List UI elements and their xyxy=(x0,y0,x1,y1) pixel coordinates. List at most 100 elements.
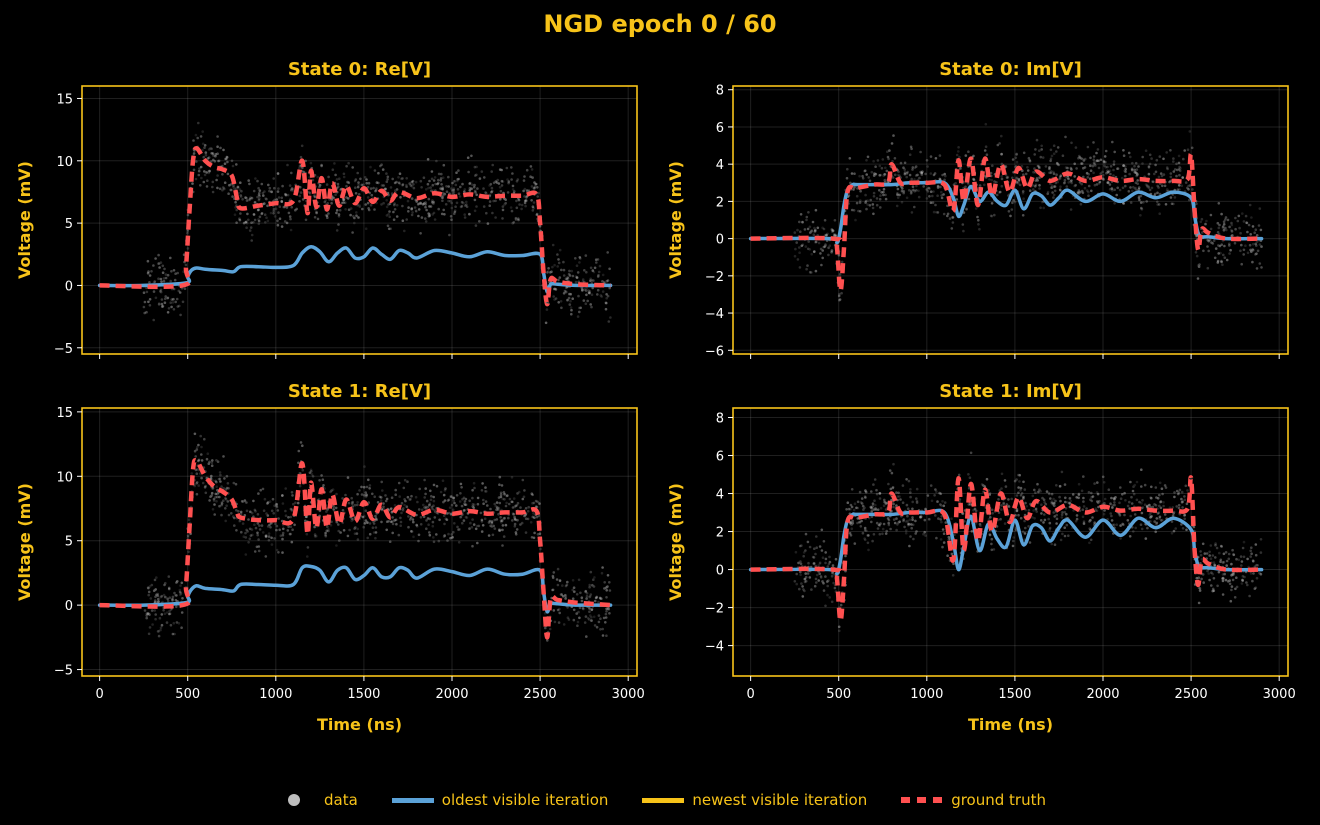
data-point xyxy=(455,171,458,174)
data-point xyxy=(974,509,978,513)
data-point xyxy=(1049,157,1053,161)
data-point xyxy=(570,269,574,273)
data-point xyxy=(908,518,912,521)
data-point xyxy=(1156,184,1159,188)
data-point xyxy=(962,229,965,233)
data-point xyxy=(412,535,415,539)
data-point xyxy=(870,490,873,493)
data-point xyxy=(247,179,250,182)
y-tick-label: −6 xyxy=(705,344,724,359)
data-point xyxy=(405,185,408,189)
data-point xyxy=(281,531,285,535)
data-point xyxy=(507,181,510,185)
data-point xyxy=(1149,512,1152,515)
data-point xyxy=(332,196,335,200)
data-point xyxy=(1012,539,1015,543)
data-point xyxy=(385,520,389,523)
data-point xyxy=(236,186,240,189)
data-point xyxy=(584,289,588,292)
data-point xyxy=(883,173,887,176)
data-point xyxy=(443,499,447,502)
data-point xyxy=(896,495,900,498)
data-point xyxy=(1259,228,1263,232)
data-point xyxy=(1148,162,1152,166)
data-point xyxy=(1221,573,1225,576)
data-point xyxy=(1087,194,1090,197)
data-point xyxy=(566,276,569,279)
data-point xyxy=(508,497,512,501)
data-point xyxy=(1012,199,1015,202)
data-point xyxy=(599,617,602,620)
data-point xyxy=(991,164,994,167)
data-point xyxy=(905,478,908,481)
data-point xyxy=(367,501,371,504)
data-point xyxy=(849,181,852,185)
data-point xyxy=(476,502,480,506)
data-point xyxy=(298,166,301,170)
data-point xyxy=(597,270,601,274)
data-point xyxy=(915,497,918,500)
data-point xyxy=(344,493,347,497)
data-point xyxy=(398,182,402,186)
data-point xyxy=(204,153,208,157)
data-point xyxy=(885,529,888,533)
data-point xyxy=(896,187,900,191)
data-point xyxy=(590,616,593,619)
data-point xyxy=(320,163,323,167)
data-point xyxy=(211,190,215,194)
data-point xyxy=(1056,163,1060,166)
data-point xyxy=(1022,480,1025,484)
data-point xyxy=(1055,150,1058,153)
data-point xyxy=(553,287,556,291)
data-point xyxy=(1224,551,1228,554)
y-tick-label: 6 xyxy=(716,450,724,465)
data-point xyxy=(214,154,217,158)
data-point xyxy=(1251,559,1255,562)
data-point xyxy=(1034,508,1038,511)
data-point xyxy=(568,292,571,296)
data-point xyxy=(273,215,277,218)
data-point xyxy=(585,286,588,290)
data-point xyxy=(1197,601,1201,605)
data-point xyxy=(823,219,827,222)
data-point xyxy=(409,497,413,501)
data-point xyxy=(463,508,466,512)
data-point xyxy=(1156,203,1159,206)
data-point xyxy=(458,500,462,503)
data-point xyxy=(1023,513,1027,517)
data-point xyxy=(500,184,504,187)
data-point xyxy=(496,506,499,509)
data-point xyxy=(405,218,409,221)
data-point xyxy=(605,589,608,592)
data-point xyxy=(456,178,459,181)
data-point xyxy=(1048,492,1051,496)
data-point xyxy=(256,522,260,525)
y-axis-label: Voltage (mV) xyxy=(666,483,685,601)
data-point xyxy=(1206,238,1209,242)
data-point xyxy=(1209,213,1213,217)
data-point xyxy=(335,178,339,181)
data-point xyxy=(909,495,912,499)
data-point xyxy=(175,297,179,301)
data-point xyxy=(174,598,178,602)
data-point xyxy=(965,208,968,211)
data-point xyxy=(466,512,470,515)
data-point xyxy=(600,571,604,575)
data-point xyxy=(159,626,163,629)
data-point xyxy=(897,170,900,174)
data-point xyxy=(1156,191,1159,195)
data-point xyxy=(1133,513,1137,516)
data-point xyxy=(442,493,446,497)
data-point xyxy=(219,146,222,150)
data-point xyxy=(1169,179,1172,183)
oldest-iteration-line xyxy=(748,508,1264,576)
data-point xyxy=(1052,196,1055,199)
data-point xyxy=(1050,170,1053,173)
data-point xyxy=(491,211,494,215)
data-point xyxy=(323,200,327,204)
data-point xyxy=(910,147,913,151)
data-point xyxy=(866,203,869,206)
data-point xyxy=(1196,277,1200,280)
